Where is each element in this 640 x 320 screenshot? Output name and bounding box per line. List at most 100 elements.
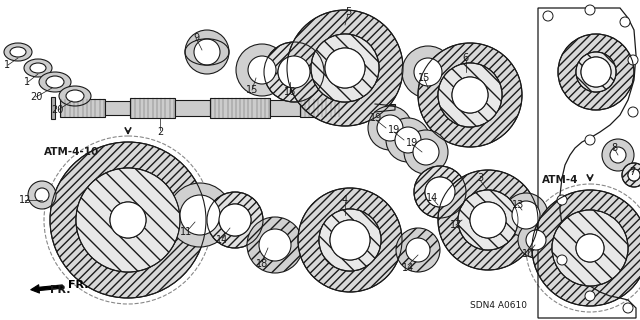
- Circle shape: [425, 177, 455, 207]
- Wedge shape: [438, 63, 502, 127]
- Text: ATM-4-10: ATM-4-10: [44, 147, 100, 157]
- Text: 10: 10: [522, 249, 534, 259]
- Wedge shape: [458, 190, 518, 250]
- Text: 16: 16: [284, 87, 296, 97]
- Circle shape: [194, 39, 220, 65]
- Text: 17: 17: [450, 220, 462, 230]
- Wedge shape: [396, 228, 440, 272]
- Circle shape: [402, 46, 454, 98]
- Bar: [300, 99, 340, 117]
- Text: FR.: FR.: [50, 285, 70, 295]
- Bar: [130, 98, 175, 118]
- Circle shape: [386, 118, 430, 162]
- Wedge shape: [298, 188, 402, 292]
- Text: 7: 7: [629, 167, 635, 177]
- Ellipse shape: [24, 59, 52, 77]
- Circle shape: [377, 115, 403, 141]
- Circle shape: [518, 222, 554, 258]
- Wedge shape: [438, 170, 538, 270]
- Ellipse shape: [4, 43, 32, 61]
- Circle shape: [557, 255, 567, 265]
- Circle shape: [248, 56, 276, 84]
- Text: 12: 12: [19, 195, 31, 205]
- Ellipse shape: [30, 63, 46, 73]
- Circle shape: [543, 11, 553, 21]
- Text: 14: 14: [402, 263, 414, 273]
- Circle shape: [325, 48, 365, 88]
- Wedge shape: [287, 10, 403, 126]
- Text: 2: 2: [157, 127, 163, 137]
- Circle shape: [623, 303, 633, 313]
- Text: 19: 19: [370, 113, 382, 123]
- Wedge shape: [207, 192, 263, 248]
- Text: 19: 19: [406, 138, 418, 148]
- Ellipse shape: [59, 86, 91, 106]
- Circle shape: [602, 139, 634, 171]
- Text: 1: 1: [24, 77, 30, 87]
- Bar: [270, 100, 300, 116]
- Wedge shape: [319, 209, 381, 271]
- Text: 15: 15: [246, 85, 258, 95]
- Circle shape: [620, 17, 630, 27]
- Circle shape: [368, 106, 412, 150]
- Text: 13: 13: [512, 200, 524, 210]
- Text: 14: 14: [216, 235, 228, 245]
- Circle shape: [180, 195, 220, 235]
- Text: 1: 1: [4, 60, 10, 70]
- Circle shape: [28, 181, 56, 209]
- Circle shape: [236, 44, 288, 96]
- Circle shape: [585, 135, 595, 145]
- Circle shape: [585, 5, 595, 15]
- Circle shape: [470, 202, 506, 238]
- Ellipse shape: [46, 76, 64, 88]
- Text: 6: 6: [462, 53, 468, 63]
- Text: 9: 9: [193, 33, 199, 43]
- Text: SDN4 A0610: SDN4 A0610: [470, 300, 527, 309]
- Wedge shape: [50, 142, 206, 298]
- Text: 20: 20: [51, 105, 63, 115]
- Text: ATM-4: ATM-4: [541, 175, 579, 185]
- Circle shape: [278, 56, 310, 88]
- Bar: [60, 99, 105, 117]
- Wedge shape: [441, 186, 489, 234]
- Wedge shape: [247, 217, 303, 273]
- Circle shape: [628, 55, 638, 65]
- Wedge shape: [558, 34, 634, 110]
- Bar: [210, 98, 270, 118]
- Circle shape: [512, 201, 540, 229]
- Circle shape: [610, 147, 626, 163]
- Ellipse shape: [39, 72, 71, 92]
- Text: 8: 8: [611, 143, 617, 153]
- Text: 19: 19: [388, 125, 400, 135]
- Wedge shape: [576, 52, 616, 92]
- Circle shape: [576, 234, 604, 262]
- Circle shape: [219, 204, 251, 236]
- Ellipse shape: [66, 90, 84, 102]
- Wedge shape: [414, 166, 466, 218]
- Circle shape: [110, 202, 146, 238]
- Text: 11: 11: [180, 227, 192, 237]
- Text: 20: 20: [30, 92, 42, 102]
- Circle shape: [581, 57, 611, 87]
- Text: 14: 14: [426, 193, 438, 203]
- Circle shape: [452, 77, 488, 113]
- Text: 4: 4: [342, 195, 348, 205]
- Wedge shape: [552, 210, 628, 286]
- Circle shape: [585, 291, 595, 301]
- Bar: [375, 104, 395, 112]
- Circle shape: [404, 130, 448, 174]
- Circle shape: [330, 220, 370, 260]
- Circle shape: [628, 107, 638, 117]
- Wedge shape: [76, 168, 180, 272]
- Text: 15: 15: [418, 73, 430, 83]
- Circle shape: [414, 58, 442, 86]
- Wedge shape: [622, 163, 640, 187]
- Circle shape: [395, 127, 421, 153]
- Wedge shape: [264, 42, 324, 102]
- Text: FR.: FR.: [31, 280, 88, 293]
- Text: 3: 3: [477, 173, 483, 183]
- Wedge shape: [532, 190, 640, 306]
- Circle shape: [185, 30, 229, 74]
- Bar: [51, 97, 55, 119]
- Circle shape: [35, 188, 49, 202]
